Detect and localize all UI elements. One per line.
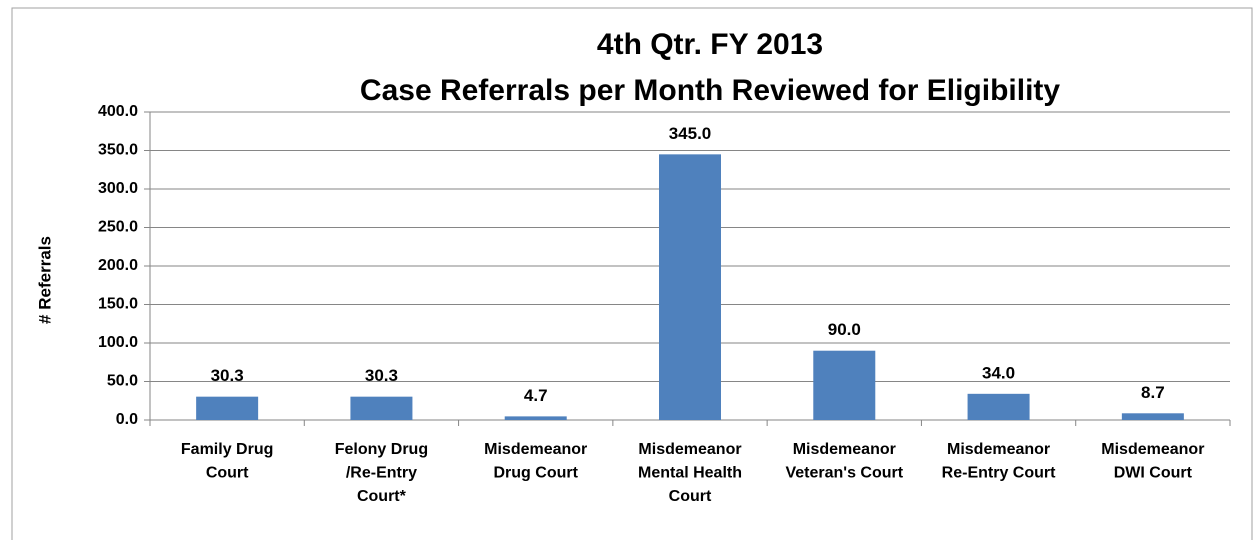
y-tick-label: 150.0 bbox=[98, 296, 138, 313]
x-tick-label: /Re-Entry bbox=[346, 465, 417, 482]
y-tick-label: 350.0 bbox=[98, 142, 138, 159]
data-label: 30.3 bbox=[365, 366, 398, 385]
x-tick-label: Misdemeanor bbox=[793, 441, 896, 458]
x-tick-label: Misdemeanor bbox=[638, 441, 741, 458]
y-tick-label: 200.0 bbox=[98, 257, 138, 274]
data-label: 34.0 bbox=[982, 363, 1015, 382]
data-label: 90.0 bbox=[828, 320, 861, 339]
x-tick-label: Family Drug bbox=[181, 441, 273, 458]
data-label: 4.7 bbox=[524, 386, 548, 405]
x-tick-label: Court* bbox=[357, 488, 407, 505]
x-tick-label: Re-Entry Court bbox=[942, 465, 1056, 482]
bar bbox=[1121, 413, 1184, 420]
x-tick-label: Misdemeanor bbox=[947, 441, 1050, 458]
bar bbox=[350, 396, 413, 420]
y-tick-label: 0.0 bbox=[116, 411, 138, 428]
x-tick-label: Mental Health bbox=[638, 465, 742, 482]
bar bbox=[967, 393, 1030, 420]
y-tick-label: 300.0 bbox=[98, 180, 138, 197]
y-axis-label: # Referrals bbox=[35, 236, 54, 324]
data-label: 8.7 bbox=[1141, 383, 1165, 402]
bar bbox=[196, 396, 259, 420]
y-tick-label: 50.0 bbox=[107, 373, 138, 390]
chart-title: 4th Qtr. FY 2013 bbox=[597, 28, 823, 61]
x-tick-label: DWI Court bbox=[1114, 465, 1193, 482]
bar bbox=[659, 154, 721, 420]
chart-frame bbox=[11, 7, 1253, 540]
x-tick-label: Court bbox=[206, 465, 249, 482]
x-tick-label: Drug Court bbox=[493, 465, 578, 482]
x-tick-label: Misdemeanor bbox=[484, 441, 587, 458]
bar bbox=[813, 350, 876, 420]
chart-title: Case Referrals per Month Reviewed for El… bbox=[360, 74, 1060, 107]
y-tick-label: 250.0 bbox=[98, 219, 138, 236]
x-tick-label: Misdemeanor bbox=[1101, 441, 1204, 458]
y-tick-label: 100.0 bbox=[98, 334, 138, 351]
x-tick-label: Veteran's Court bbox=[785, 465, 903, 482]
x-tick-label: Felony Drug bbox=[335, 441, 428, 458]
data-label: 345.0 bbox=[669, 124, 712, 143]
y-tick-label: 400.0 bbox=[98, 103, 138, 120]
x-tick-label: Court bbox=[669, 488, 712, 505]
bar bbox=[504, 416, 567, 420]
data-label: 30.3 bbox=[211, 366, 244, 385]
